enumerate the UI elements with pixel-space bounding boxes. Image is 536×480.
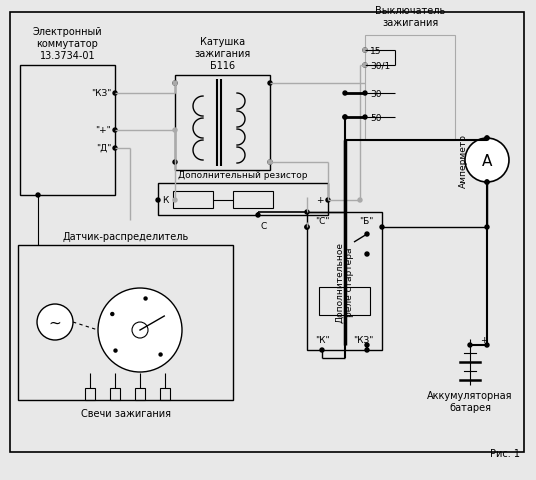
- Circle shape: [365, 348, 369, 352]
- Circle shape: [305, 211, 309, 215]
- Circle shape: [305, 226, 309, 229]
- Circle shape: [268, 161, 272, 165]
- Circle shape: [485, 180, 489, 185]
- Circle shape: [326, 199, 330, 203]
- Text: A: A: [482, 153, 492, 168]
- Bar: [307, 213, 382, 350]
- Circle shape: [305, 226, 309, 229]
- Text: Свечи зажигания: Свечи зажигания: [80, 408, 170, 418]
- Circle shape: [113, 92, 117, 96]
- Circle shape: [36, 193, 40, 198]
- Text: Датчик-распределитель: Датчик-распределитель: [62, 231, 189, 241]
- Bar: [175, 76, 270, 171]
- Text: "КЗ": "КЗ": [354, 336, 374, 344]
- Circle shape: [111, 313, 114, 316]
- Bar: [85, 388, 95, 400]
- Circle shape: [173, 199, 177, 203]
- Text: +: +: [480, 336, 488, 344]
- Text: "Д": "Д": [95, 143, 111, 152]
- Bar: [160, 388, 170, 400]
- Circle shape: [173, 129, 177, 133]
- Text: "КЗ": "КЗ": [91, 88, 111, 97]
- Text: Электронный
коммутатор
13.3734-01: Электронный коммутатор 13.3734-01: [33, 27, 102, 60]
- Circle shape: [363, 49, 367, 53]
- Circle shape: [173, 82, 177, 86]
- Text: К: К: [162, 195, 168, 204]
- Circle shape: [363, 64, 367, 68]
- Circle shape: [37, 304, 73, 340]
- Bar: [18, 245, 233, 400]
- Circle shape: [363, 49, 367, 53]
- Circle shape: [98, 288, 182, 372]
- Bar: [20, 66, 115, 196]
- Text: 30: 30: [370, 89, 382, 98]
- Bar: [135, 388, 145, 400]
- Text: "К": "К": [315, 336, 330, 344]
- Circle shape: [343, 116, 347, 120]
- Text: "+": "+": [95, 125, 111, 134]
- Text: Дополнительный резистор: Дополнительный резистор: [178, 171, 308, 180]
- Text: 50: 50: [370, 113, 382, 122]
- Circle shape: [358, 199, 362, 203]
- Text: ~: ~: [49, 315, 62, 330]
- Circle shape: [485, 137, 489, 141]
- Circle shape: [343, 116, 347, 120]
- Bar: [110, 388, 120, 400]
- Text: Аккумуляторная
батарея: Аккумуляторная батарея: [427, 390, 513, 412]
- Circle shape: [268, 82, 272, 86]
- Circle shape: [465, 139, 509, 183]
- Text: "С": "С": [315, 216, 330, 226]
- Circle shape: [365, 343, 369, 348]
- Circle shape: [363, 64, 367, 68]
- Bar: [158, 184, 328, 216]
- Circle shape: [268, 161, 272, 165]
- Circle shape: [173, 161, 177, 165]
- Circle shape: [156, 199, 160, 203]
- Bar: [233, 192, 273, 209]
- Text: Катушка
зажигания
Б116: Катушка зажигания Б116: [195, 37, 251, 71]
- Circle shape: [468, 343, 472, 348]
- Circle shape: [380, 226, 384, 229]
- Text: Амперметр: Амперметр: [459, 134, 468, 188]
- Text: 15: 15: [370, 47, 382, 55]
- Circle shape: [365, 252, 369, 256]
- Circle shape: [485, 226, 489, 229]
- Text: Дополнительное
реле стартера: Дополнительное реле стартера: [335, 241, 354, 322]
- Text: +: +: [316, 195, 324, 204]
- Circle shape: [144, 298, 147, 300]
- Circle shape: [363, 92, 367, 96]
- Circle shape: [485, 180, 489, 185]
- Text: С: С: [260, 222, 266, 230]
- Circle shape: [173, 82, 177, 86]
- Circle shape: [113, 129, 117, 133]
- Text: "Б": "Б": [360, 216, 374, 226]
- Circle shape: [113, 147, 117, 151]
- Bar: [365, 36, 455, 141]
- Circle shape: [320, 348, 324, 352]
- Circle shape: [485, 343, 489, 348]
- Circle shape: [485, 137, 489, 141]
- Circle shape: [256, 214, 260, 217]
- Circle shape: [114, 349, 117, 352]
- Text: Выключатель
зажигания: Выключатель зажигания: [375, 6, 445, 28]
- Bar: [319, 288, 370, 315]
- Circle shape: [363, 116, 367, 120]
- Bar: [173, 192, 213, 209]
- Text: 30/1: 30/1: [370, 61, 390, 71]
- Circle shape: [343, 92, 347, 96]
- Circle shape: [159, 353, 162, 356]
- Circle shape: [365, 232, 369, 237]
- Text: Рис. 1: Рис. 1: [490, 448, 520, 458]
